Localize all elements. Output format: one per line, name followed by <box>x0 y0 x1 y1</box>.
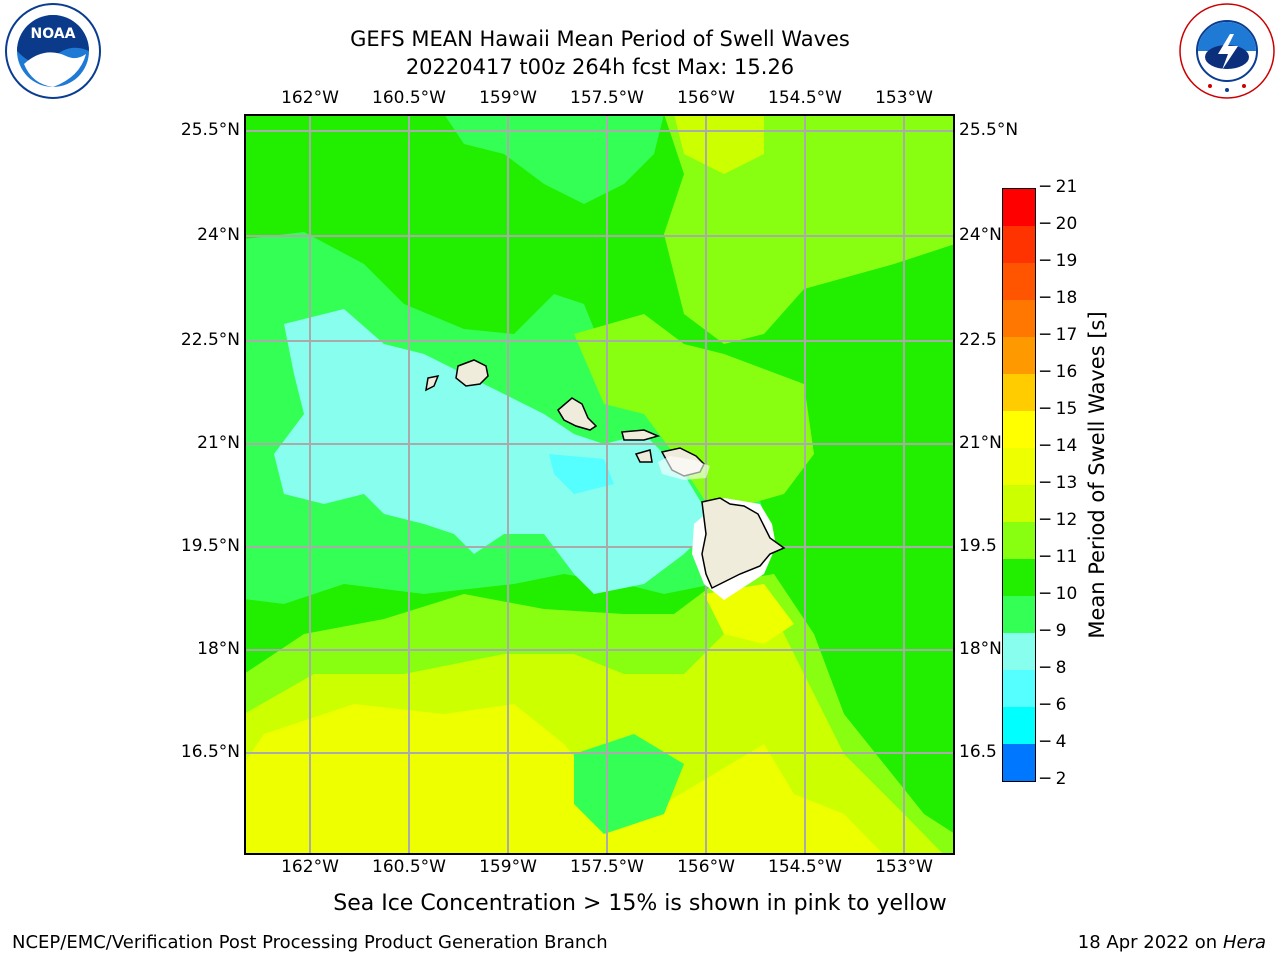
lat-label-right: 21°N <box>959 433 1002 453</box>
chart-title: GEFS MEAN Hawaii Mean Period of Swell Wa… <box>350 27 850 51</box>
colorbar-segment <box>1003 300 1035 337</box>
colorbar-tick: ─ 2 <box>1040 769 1067 789</box>
colorbar-tick: ─ 21 <box>1040 177 1078 197</box>
field-lime-12-central <box>574 314 814 514</box>
footer-date-text: 18 Apr 2022 on <box>1077 932 1223 953</box>
colorbar-tick: ─ 4 <box>1040 732 1067 752</box>
island-kauai <box>455 359 489 387</box>
colorbar-segment <box>1003 522 1035 559</box>
maui-mask <box>658 456 710 480</box>
lat-label-right: 25.5°N <box>959 120 1019 140</box>
field-yellow-14 <box>244 704 884 855</box>
colorbar-segment <box>1003 226 1035 263</box>
colorbar-tick: ─ 18 <box>1040 288 1078 308</box>
field-lime-12-north <box>664 114 955 344</box>
island-niihau <box>425 374 440 392</box>
lat-label-left: 16.5°N <box>180 742 240 762</box>
lat-label-left: 22.5°N <box>180 330 240 350</box>
colorbar-segment <box>1003 411 1035 448</box>
noaa-logo-text: NOAA <box>31 26 76 42</box>
lon-label-bottom: 153°W <box>875 857 933 877</box>
colorbar-tick: ─ 11 <box>1040 547 1078 567</box>
lon-label-top: 160.5°W <box>372 88 446 108</box>
chart-subtitle: 20220417 t00z 264h fcst Max: 15.26 <box>405 55 795 79</box>
lat-label-right: 22.5 <box>959 330 997 350</box>
colorbar-segment <box>1003 670 1035 707</box>
lon-label-top: 153°W <box>875 88 933 108</box>
colorbar-tick: ─ 15 <box>1040 399 1078 419</box>
lon-label-bottom: 162°W <box>281 857 339 877</box>
lat-label-left: 24°N <box>197 225 240 245</box>
lat-label-left: 18°N <box>197 639 240 659</box>
lat-label-right: 16.5 <box>959 742 997 762</box>
colorbar-tick: ─ 8 <box>1040 658 1067 678</box>
lat-label-right: 24°N <box>959 225 1002 245</box>
map-frame <box>244 114 955 855</box>
island-oahu <box>557 397 598 431</box>
colorbar-segment <box>1003 374 1035 411</box>
colorbar-segment <box>1003 596 1035 633</box>
lon-label-top: 159°W <box>479 88 537 108</box>
colorbar-segment <box>1003 337 1035 374</box>
colorbar-tick: ─ 6 <box>1040 695 1067 715</box>
colorbar-segment <box>1003 744 1035 781</box>
field-yellow-14-lee <box>704 584 794 644</box>
colorbar-tick: ─ 16 <box>1040 362 1078 382</box>
colorbar <box>1002 188 1036 782</box>
colorbar-ticks: ─ 21 ─ 20 ─ 19 ─ 18 ─ 17 ─ 16 ─ 15 ─ 14 ─ 13 ─ 12… <box>1040 177 1100 790</box>
lon-label-bottom: 154.5°W <box>768 857 842 877</box>
colorbar-segment <box>1003 633 1035 670</box>
colorbar-label: Mean Period of Swell Waves [s] <box>1085 311 1109 639</box>
sea-ice-note-text: Sea Ice Concentration > 15% is shown in … <box>333 891 947 916</box>
lat-label-left: 25.5°N <box>180 120 240 140</box>
footer-host: Hera <box>1222 932 1266 953</box>
lon-label-bottom: 157.5°W <box>570 857 644 877</box>
island-lanai <box>634 449 653 463</box>
lon-label-bottom: 160.5°W <box>372 857 446 877</box>
colorbar-tick: ─ 19 <box>1040 251 1078 271</box>
lon-label-top: 154.5°W <box>768 88 842 108</box>
field-green-10-north <box>444 114 664 204</box>
colorbar-tick: ─ 13 <box>1040 473 1078 493</box>
lat-label-left: 19.5°N <box>180 536 240 556</box>
island-molokai <box>621 429 661 441</box>
lon-label-bottom: 159°W <box>479 857 537 877</box>
field-cyan-8 <box>549 454 614 494</box>
field-green-10-south <box>574 734 684 834</box>
lat-label-right: 18°N <box>959 639 1002 659</box>
colorbar-tick: ─ 9 <box>1040 621 1067 641</box>
lon-label-top: 156°W <box>677 88 735 108</box>
swell-period-map <box>244 114 955 855</box>
colorbar-segment <box>1003 707 1035 744</box>
lon-label-top: 162°W <box>281 88 339 108</box>
nws-logo <box>1178 2 1276 100</box>
colorbar-segment <box>1003 448 1035 485</box>
noaa-logo: NOAA <box>4 2 102 100</box>
colorbar-tick: ─ 12 <box>1040 510 1078 530</box>
colorbar-tick: ─ 17 <box>1040 325 1078 345</box>
sea-ice-note: Sea Ice Concentration > 15% is shown in … <box>0 891 1280 916</box>
field-cyan-9 <box>274 309 714 594</box>
graticule <box>244 114 955 855</box>
lon-label-bottom: 156°W <box>677 857 735 877</box>
colorbar-tick: ─ 20 <box>1040 214 1078 234</box>
colorbar-segment <box>1003 485 1035 522</box>
colorbar-segment <box>1003 189 1035 226</box>
field-yellow-13-north <box>674 114 764 174</box>
island-hawaii <box>701 497 786 590</box>
lat-label-right: 19.5 <box>959 536 997 556</box>
colorbar-tick: ─ 14 <box>1040 436 1078 456</box>
lon-label-top: 157.5°W <box>570 88 644 108</box>
colorbar-segment <box>1003 559 1035 596</box>
colorbar-segment <box>1003 263 1035 300</box>
lat-label-left: 21°N <box>197 433 240 453</box>
footer-date: 18 Apr 2022 on Hera <box>1078 932 1266 953</box>
footer-branch: NCEP/EMC/Verification Post Processing Pr… <box>12 932 608 953</box>
colorbar-tick: ─ 10 <box>1040 584 1078 604</box>
